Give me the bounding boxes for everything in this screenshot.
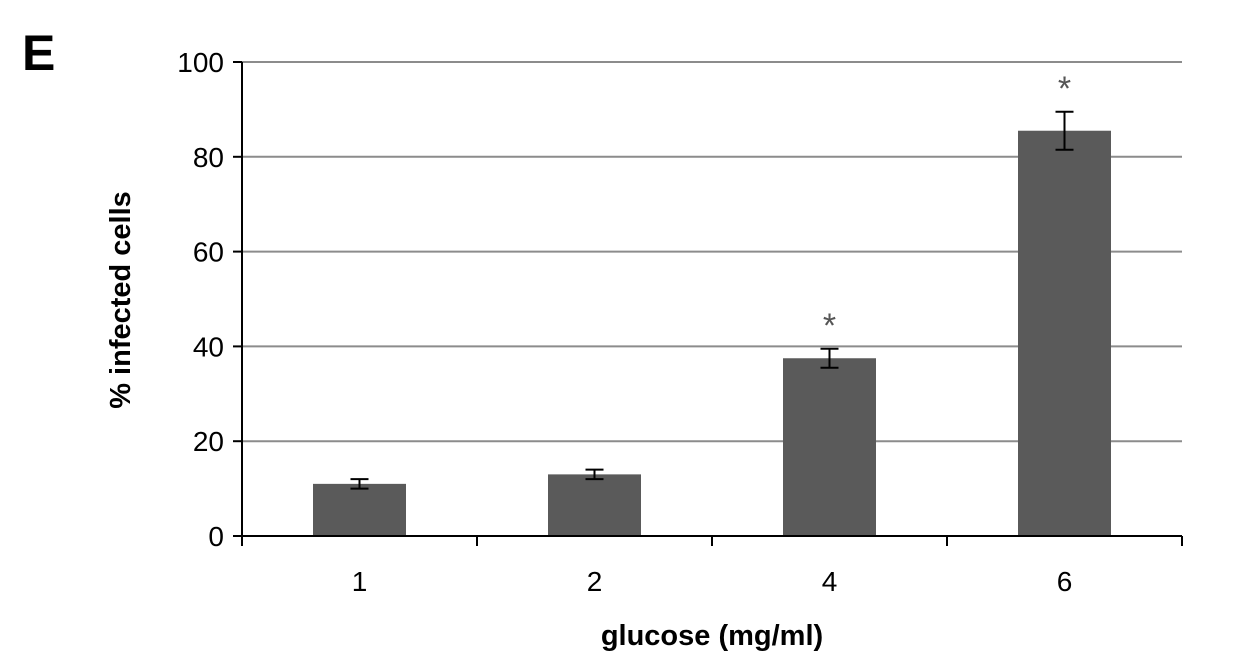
- bar: [313, 483, 406, 536]
- bar: [548, 474, 641, 536]
- significance-marker: *: [823, 307, 836, 345]
- x-tick-label: 2: [587, 566, 603, 597]
- y-tick-label: 40: [193, 331, 224, 362]
- bar: [1018, 130, 1111, 537]
- bar: [783, 358, 876, 536]
- y-tick-label: 0: [208, 521, 224, 552]
- bars: [313, 110, 1111, 537]
- y-tick-label: 100: [177, 47, 224, 78]
- tick-labels: 0 20 40 60 80 100 1 2 * 4 * 6: [177, 47, 1072, 597]
- x-tick-label: 4: [822, 566, 838, 597]
- y-tick-label: 60: [193, 237, 224, 268]
- x-tick-label: 1: [352, 566, 368, 597]
- y-axis-title: % infected cells: [105, 191, 137, 409]
- y-tick-label: 80: [193, 142, 224, 173]
- significance-marker: *: [1058, 70, 1071, 108]
- y-tick-label: 20: [193, 426, 224, 457]
- panel-label: E: [22, 25, 55, 81]
- x-tick-label: 6: [1057, 566, 1073, 597]
- x-axis-title: glucose (mg/ml): [601, 620, 823, 652]
- axes: [233, 61, 1183, 546]
